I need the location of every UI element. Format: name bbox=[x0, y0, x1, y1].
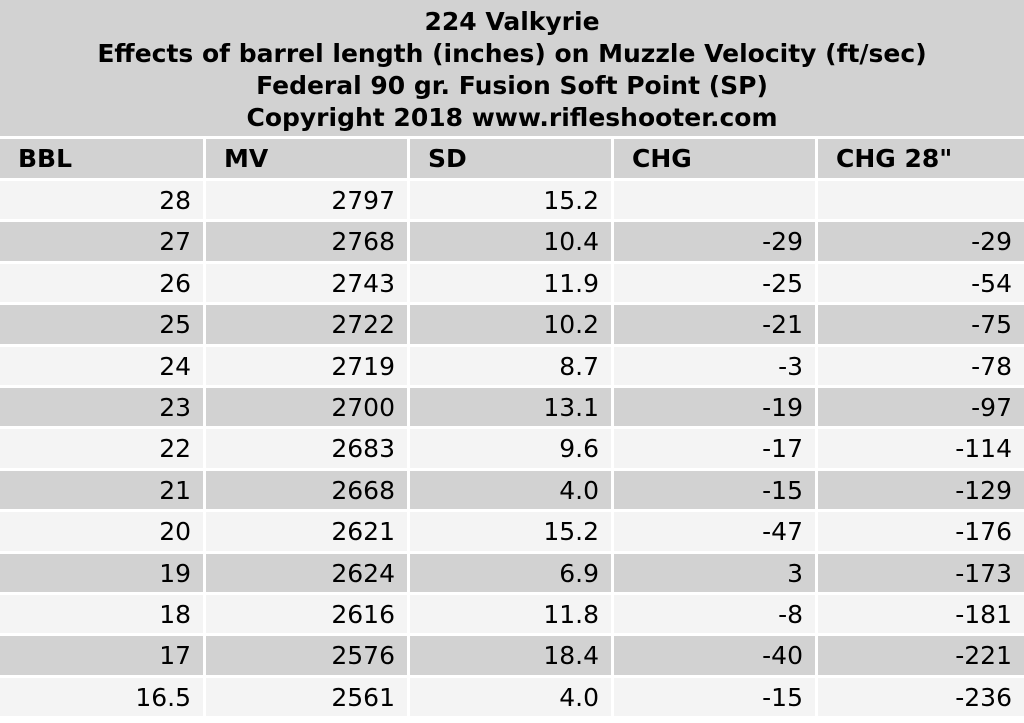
table-cell: 25 bbox=[0, 305, 203, 344]
table-cell: -29 bbox=[614, 222, 815, 261]
table-cell: -19 bbox=[614, 387, 815, 427]
table-cell: 8.7 bbox=[410, 346, 611, 385]
table-cell bbox=[818, 181, 1024, 220]
table-cell: -114 bbox=[818, 429, 1024, 468]
table-cell: 4.0 bbox=[410, 470, 611, 510]
table-cell: 2621 bbox=[206, 512, 407, 551]
table-cell: -75 bbox=[818, 305, 1024, 344]
table-cell: 11.8 bbox=[410, 594, 611, 634]
table-cell: -236 bbox=[818, 677, 1024, 717]
table-cell: 23 bbox=[0, 387, 203, 427]
table-cell: 18.4 bbox=[410, 636, 611, 675]
table-cell: 20 bbox=[0, 512, 203, 551]
column-header: SD bbox=[410, 139, 611, 178]
table-cell: -173 bbox=[818, 553, 1024, 592]
column-header: MV bbox=[206, 139, 407, 178]
column-header: CHG 28" bbox=[818, 139, 1024, 178]
data-table: BBL MV SD CHG CHG 28" 28 2797 15.2 27 2768 10.4 -29… bbox=[0, 139, 1024, 717]
table-cell: -54 bbox=[818, 263, 1024, 303]
table-cell: -8 bbox=[614, 594, 815, 634]
table-cell: 3 bbox=[614, 553, 815, 592]
table-cell: 19 bbox=[0, 553, 203, 592]
table-cell: -21 bbox=[614, 305, 815, 344]
table-cell: -25 bbox=[614, 263, 815, 303]
table-cell: 4.0 bbox=[410, 677, 611, 717]
table-cell: 10.2 bbox=[410, 305, 611, 344]
table-cell: 2561 bbox=[206, 677, 407, 717]
table-cell: 24 bbox=[0, 346, 203, 385]
table-cell: 18 bbox=[0, 594, 203, 634]
table-cell: -29 bbox=[818, 222, 1024, 261]
table-cell: 2768 bbox=[206, 222, 407, 261]
table-cell: -3 bbox=[614, 346, 815, 385]
table-cell: 15.2 bbox=[410, 512, 611, 551]
title-block: 224 Valkyrie Effects of barrel length (in… bbox=[0, 0, 1024, 136]
table-cell: 2722 bbox=[206, 305, 407, 344]
table-cell: 2719 bbox=[206, 346, 407, 385]
table-cell: 2624 bbox=[206, 553, 407, 592]
table-cell: 10.4 bbox=[410, 222, 611, 261]
column-header: BBL bbox=[0, 139, 203, 178]
table-cell bbox=[614, 181, 815, 220]
table-cell: 26 bbox=[0, 263, 203, 303]
table-cell: 15.2 bbox=[410, 181, 611, 220]
table-cell: 6.9 bbox=[410, 553, 611, 592]
table-cell: 28 bbox=[0, 181, 203, 220]
table-cell: 2668 bbox=[206, 470, 407, 510]
table-cell: -97 bbox=[818, 387, 1024, 427]
table-cell: 2576 bbox=[206, 636, 407, 675]
table-cell: -47 bbox=[614, 512, 815, 551]
table-cell: 11.9 bbox=[410, 263, 611, 303]
table-cell: -129 bbox=[818, 470, 1024, 510]
table-cell: -181 bbox=[818, 594, 1024, 634]
table-cell: 13.1 bbox=[410, 387, 611, 427]
table-cell: 2797 bbox=[206, 181, 407, 220]
table-cell: 2683 bbox=[206, 429, 407, 468]
table-cell: 2743 bbox=[206, 263, 407, 303]
table-cell: 21 bbox=[0, 470, 203, 510]
table-cell: -15 bbox=[614, 677, 815, 717]
table-cell: -176 bbox=[818, 512, 1024, 551]
table-cell: -17 bbox=[614, 429, 815, 468]
table-cell: 22 bbox=[0, 429, 203, 468]
table-cell: -221 bbox=[818, 636, 1024, 675]
title-line: Federal 90 gr. Fusion Soft Point (SP) bbox=[256, 71, 768, 100]
table-cell: -40 bbox=[614, 636, 815, 675]
table-cell: 2616 bbox=[206, 594, 407, 634]
title-line: Effects of barrel length (inches) on Muz… bbox=[97, 39, 927, 68]
table-cell: 16.5 bbox=[0, 677, 203, 717]
title-line: 224 Valkyrie bbox=[424, 7, 600, 36]
table-cell: 9.6 bbox=[410, 429, 611, 468]
table-cell: -15 bbox=[614, 470, 815, 510]
title-line: Copyright 2018 www.rifleshooter.com bbox=[246, 103, 778, 132]
table-cell: -78 bbox=[818, 346, 1024, 385]
column-header: CHG bbox=[614, 139, 815, 178]
table-cell: 2700 bbox=[206, 387, 407, 427]
table-cell: 27 bbox=[0, 222, 203, 261]
table-cell: 17 bbox=[0, 636, 203, 675]
